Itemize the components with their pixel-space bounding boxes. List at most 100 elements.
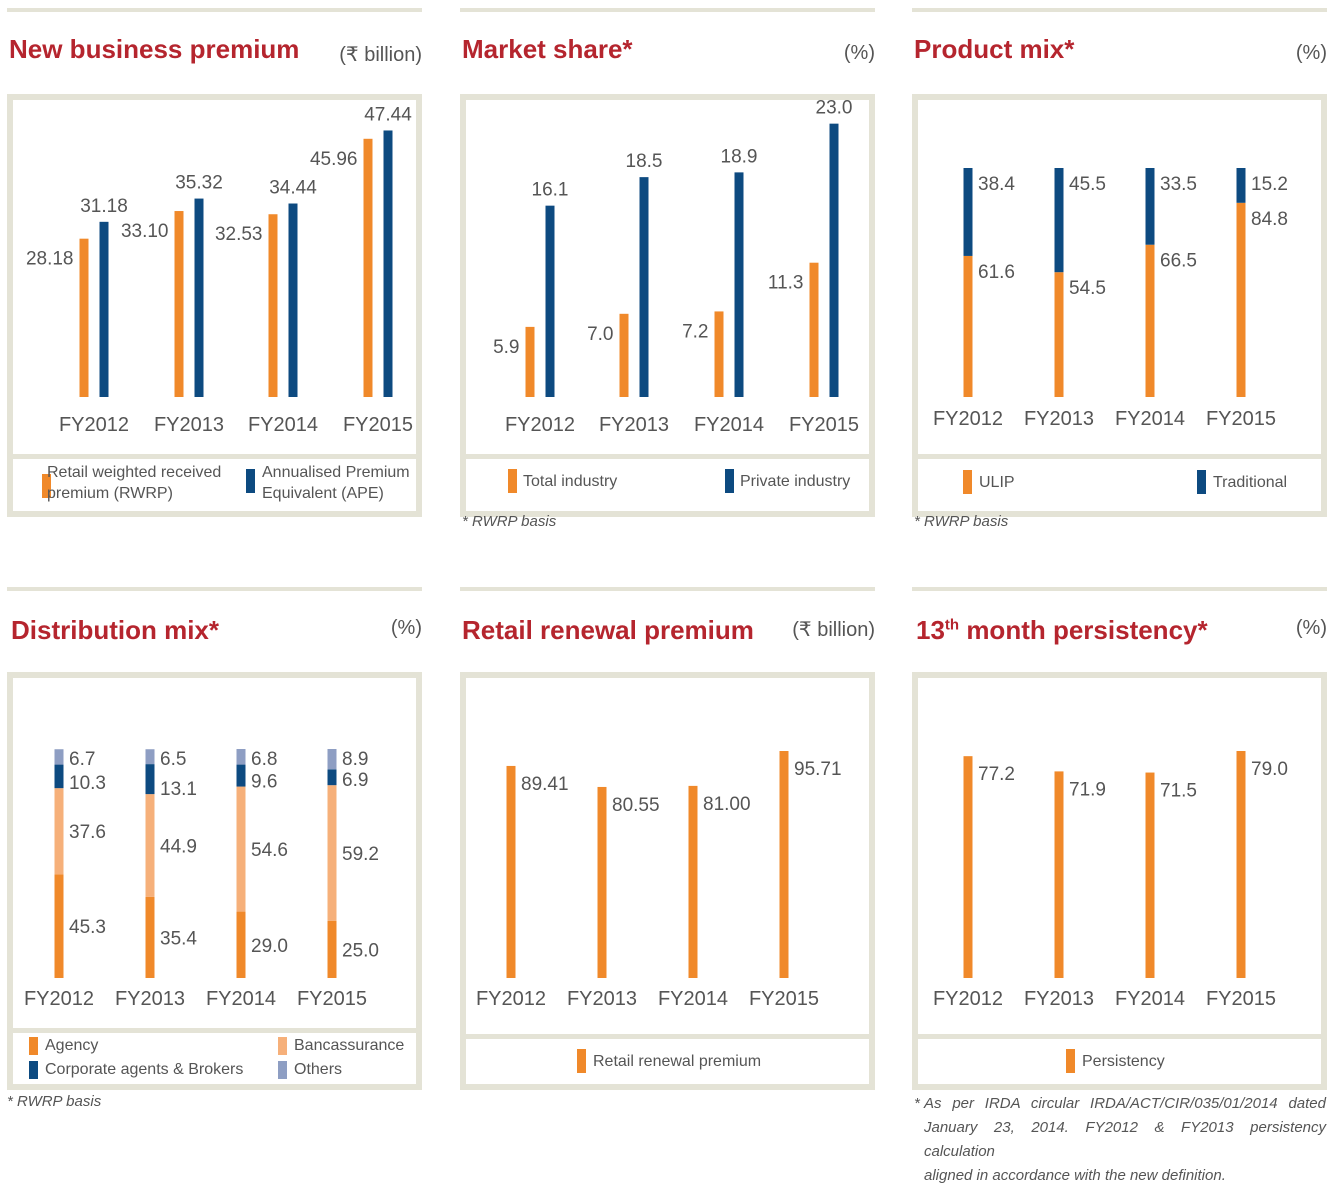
data-label: 35.32 — [175, 173, 223, 194]
legend-swatch-agency — [29, 1037, 38, 1055]
category-label: FY2014 — [206, 988, 276, 1010]
bar-segment — [145, 896, 155, 978]
data-label: 32.53 — [215, 224, 263, 245]
title-rest: month persistency* — [959, 615, 1208, 645]
data-label: 33.5 — [1160, 174, 1197, 195]
data-label: 80.55 — [612, 795, 660, 816]
bar-segment — [963, 168, 973, 256]
category-label: FY2012 — [933, 408, 1003, 430]
data-label: 28.18 — [26, 249, 74, 270]
category-label: FY2013 — [1024, 408, 1094, 430]
chart-frame: FY2012 77.2 FY2013 71.9 FY2014 71.5 FY2015 79.0… — [912, 672, 1327, 1090]
bar-segment — [145, 794, 155, 897]
bar-segment — [1054, 272, 1064, 397]
bar — [714, 311, 724, 397]
chart-frame: FY2012 45.3 37.6 10.3 6.7 FY2013 35.4 44.9 13.1 6… — [7, 672, 422, 1090]
panel-title: Market share* — [462, 34, 633, 64]
panel-top-rule — [912, 8, 1327, 12]
bar-segment — [327, 920, 337, 978]
legend-swatch-traditional — [1197, 470, 1206, 494]
legend-label-private-industry: Private industry — [740, 473, 851, 490]
bar-segment — [1236, 168, 1246, 203]
data-label: 7.0 — [587, 324, 613, 345]
bar-segment — [236, 749, 246, 765]
panel-title: Product mix* — [914, 34, 1075, 64]
panel-product-mix: Product mix* (%) FY2012 61.6 38.4 FY2013 54.… — [912, 8, 1327, 538]
category-label: FY2014 — [658, 988, 728, 1010]
title-superscript: th — [944, 616, 960, 634]
bar — [174, 211, 184, 397]
category-label: FY2014 — [248, 414, 318, 436]
category-label: FY2013 — [567, 988, 637, 1010]
bar-segment — [236, 764, 246, 787]
chart-frame: FY2012 89.41 FY2013 80.55 FY2014 81.00 FY2015 9… — [460, 672, 875, 1090]
legend: Total industry Private industry — [466, 454, 869, 511]
panel-unit: (%) — [843, 42, 875, 64]
panel-unit: (%) — [1295, 42, 1327, 64]
panel-top-rule — [912, 587, 1327, 591]
bar — [194, 198, 204, 397]
data-label: 34.44 — [269, 178, 317, 199]
panel-unit: (%) — [1295, 617, 1327, 639]
panel-top-rule — [460, 587, 875, 591]
data-label: 89.41 — [521, 774, 569, 795]
panel-unit: (₹ billion) — [339, 44, 422, 66]
bar — [809, 262, 819, 397]
bar-segment — [1145, 244, 1155, 397]
data-label: 16.1 — [532, 180, 569, 201]
bar-segment — [963, 255, 973, 397]
bar-segment — [327, 769, 337, 786]
bar — [963, 756, 973, 978]
data-label: 77.2 — [978, 764, 1015, 785]
data-label: 71.9 — [1069, 779, 1106, 800]
legend-swatch-corporate-agents — [29, 1061, 38, 1079]
category-label: FY2012 — [59, 414, 129, 436]
legend-label-retail-renewal: Retail renewal premium — [593, 1053, 762, 1070]
legend: Agency Bancassurance Corporate agents & … — [13, 1028, 416, 1084]
footnote: * RWRP basis — [914, 513, 1009, 530]
panel-market-share: Market share* (%) FY2012 5.9 16.1 FY2013 7.0… — [460, 8, 875, 538]
category-label: FY2015 — [749, 988, 819, 1010]
legend-swatch-ape — [246, 469, 255, 493]
chart-market-share: FY2012 5.9 16.1 FY2013 7.0 18.5 FY2014 7.2 18.9 F… — [493, 100, 859, 436]
data-label: 6.9 — [342, 770, 368, 791]
category-label: FY2012 — [933, 988, 1003, 1010]
footnote: * RWRP basis — [7, 1093, 102, 1110]
bar — [268, 214, 278, 397]
data-label: 84.8 — [1251, 209, 1288, 230]
legend-swatch-persistency — [1066, 1049, 1075, 1073]
data-label: 33.10 — [121, 221, 169, 242]
bar — [525, 326, 535, 397]
data-label: 6.8 — [251, 749, 277, 770]
bar-segment — [54, 764, 64, 789]
bar-segment — [1054, 168, 1064, 273]
category-label: FY2013 — [599, 414, 669, 436]
data-label: 8.9 — [342, 749, 368, 770]
legend-swatch-retail-renewal — [577, 1049, 586, 1073]
data-label: 44.9 — [160, 837, 197, 858]
legend: Retail renewal premium — [466, 1034, 869, 1084]
category-label: FY2015 — [1206, 988, 1276, 1010]
bar — [734, 172, 744, 397]
panel-title: Distribution mix* — [11, 615, 220, 645]
data-label: 18.9 — [721, 146, 758, 167]
data-label: 95.71 — [794, 759, 842, 780]
bar — [597, 786, 607, 978]
data-label: 45.96 — [310, 149, 358, 170]
panel-retail-renewal-premium: Retail renewal premium (₹ billion) FY201… — [460, 587, 875, 1097]
bar-segment — [54, 788, 64, 875]
category-label: FY2013 — [115, 988, 185, 1010]
legend-label-agency: Agency — [45, 1037, 99, 1054]
category-label: FY2015 — [789, 414, 859, 436]
panel-distribution-mix: Distribution mix* (%) FY2012 45.3 37.6 10.3… — [7, 587, 422, 1117]
panel-new-business-premium: New business premium (₹ billion) FY2012 2… — [7, 8, 422, 517]
footnote-mark: * — [914, 1095, 920, 1112]
legend: Persistency — [918, 1034, 1321, 1084]
title-main: 13 — [916, 615, 945, 645]
bar-segment — [236, 786, 246, 912]
data-label: 18.5 — [626, 151, 663, 172]
category-label: FY2015 — [297, 988, 367, 1010]
panel-title: 13th month persistency* — [916, 615, 1208, 646]
data-label: 25.0 — [342, 940, 379, 961]
category-label: FY2014 — [1115, 988, 1185, 1010]
